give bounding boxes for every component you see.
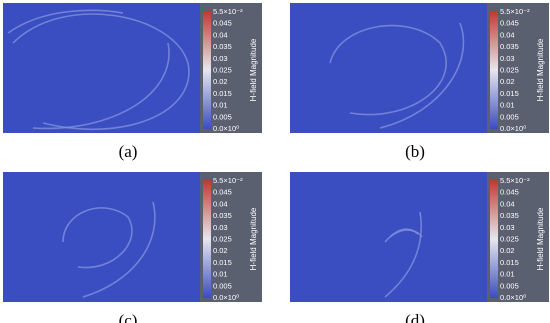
colorbar — [203, 180, 211, 298]
colorbar-tick-label: 5.5×10⁻² — [500, 176, 530, 185]
colorbar-tick-label: 0.035 — [213, 211, 232, 220]
colorbar — [490, 11, 498, 129]
colorbar-tick-label: 0.04 — [500, 199, 515, 208]
panel-label: (b) — [405, 142, 425, 161]
panel-label: (d) — [405, 311, 425, 323]
colorbar-tick-label: 0.015 — [500, 258, 519, 267]
colorbar-tick-label: 0.005 — [213, 281, 232, 290]
wave-front — [12, 13, 190, 131]
colorbar-tick-label: 0.045 — [213, 19, 232, 28]
colorbar-tick-label: 0.01 — [213, 270, 228, 279]
wave-front — [32, 42, 170, 130]
colorbar-tick-label: 5.5×10⁻² — [500, 7, 530, 16]
field-image — [290, 172, 487, 302]
colorbar-title: H-field Magnitude — [536, 207, 545, 270]
panel: 5.5×10⁻² 0.045 0.04 0.035 0.03 0.025 0.02 0.015… — [290, 172, 549, 323]
colorbar-tick-label: 5.5×10⁻² — [213, 7, 243, 16]
colorbar-tick-label: 0.0×10⁰ — [500, 124, 526, 133]
wave-front — [82, 201, 156, 298]
colorbar-tick-label: 0.0×10⁰ — [213, 124, 239, 133]
colorbar-tick-label: 0.0×10⁰ — [500, 293, 526, 302]
colorbar-tick-label: 0.045 — [500, 188, 519, 197]
colorbar-tick-label: 0.015 — [213, 89, 232, 98]
colorbar-tick-label: 0.02 — [500, 246, 515, 255]
colorbar — [203, 11, 211, 129]
colorbar-tick-label: 0.045 — [213, 188, 232, 197]
colorbar — [490, 180, 498, 298]
colorbar-tick-label: 0.015 — [213, 258, 232, 267]
field-image — [290, 3, 487, 133]
colorbar-tick-label: 0.025 — [500, 234, 519, 243]
wave-front — [62, 207, 133, 269]
colorbar-title: H-field Magnitude — [249, 38, 258, 101]
colorbar-tick-label: 0.03 — [500, 223, 515, 232]
panel-label: (c) — [119, 311, 138, 323]
colorbar-tick-label: 0.025 — [500, 65, 519, 74]
colorbar-tick-label: 0.015 — [500, 89, 519, 98]
panel-label: (a) — [119, 142, 138, 161]
colorbar-tick-label: 0.035 — [500, 211, 519, 220]
colorbar-tick-label: 0.04 — [213, 199, 228, 208]
colorbar-tick-label: 0.01 — [500, 101, 515, 110]
panel: 5.5×10⁻² 0.045 0.04 0.035 0.03 0.025 0.02 0.015… — [3, 3, 262, 161]
colorbar-tick-label: 0.03 — [213, 54, 228, 63]
colorbar-tick-label: 0.035 — [213, 42, 232, 51]
colorbar-tick-label: 0.04 — [500, 30, 515, 39]
colorbar-tick-label: 0.02 — [500, 77, 515, 86]
colorbar-tick-label: 0.01 — [500, 270, 515, 279]
colorbar-tick-label: 0.03 — [500, 54, 515, 63]
colorbar-tick-label: 0.005 — [500, 112, 519, 121]
colorbar-tick-label: 0.0×10⁰ — [213, 293, 239, 302]
colorbar-tick-label: 0.04 — [213, 30, 228, 39]
wave-front — [7, 9, 124, 34]
colorbar-tick-label: 5.5×10⁻² — [213, 176, 243, 185]
colorbar-tick-label: 0.035 — [500, 42, 519, 51]
wave-front — [384, 229, 423, 243]
colorbar-tick-label: 0.01 — [213, 101, 228, 110]
wave-front — [329, 24, 447, 116]
colorbar-tick-label: 0.02 — [213, 246, 228, 255]
colorbar-title: H-field Magnitude — [536, 38, 545, 101]
field-image — [3, 3, 200, 133]
colorbar-tick-label: 0.005 — [213, 112, 232, 121]
wave-front — [379, 22, 465, 129]
colorbar-tick-label: 0.025 — [213, 65, 232, 74]
colorbar-tick-label: 0.03 — [213, 223, 228, 232]
colorbar-tick-label: 0.025 — [213, 234, 232, 243]
colorbar-title: H-field Magnitude — [249, 207, 258, 270]
colorbar-tick-label: 0.045 — [500, 19, 519, 28]
panel: 5.5×10⁻² 0.045 0.04 0.035 0.03 0.025 0.02 0.015… — [3, 172, 262, 323]
wave-front — [384, 211, 423, 298]
colorbar-tick-label: 0.005 — [500, 281, 519, 290]
colorbar-tick-label: 0.02 — [213, 77, 228, 86]
field-image — [3, 172, 200, 302]
panel: 5.5×10⁻² 0.045 0.04 0.035 0.03 0.025 0.02 0.015… — [290, 3, 549, 161]
